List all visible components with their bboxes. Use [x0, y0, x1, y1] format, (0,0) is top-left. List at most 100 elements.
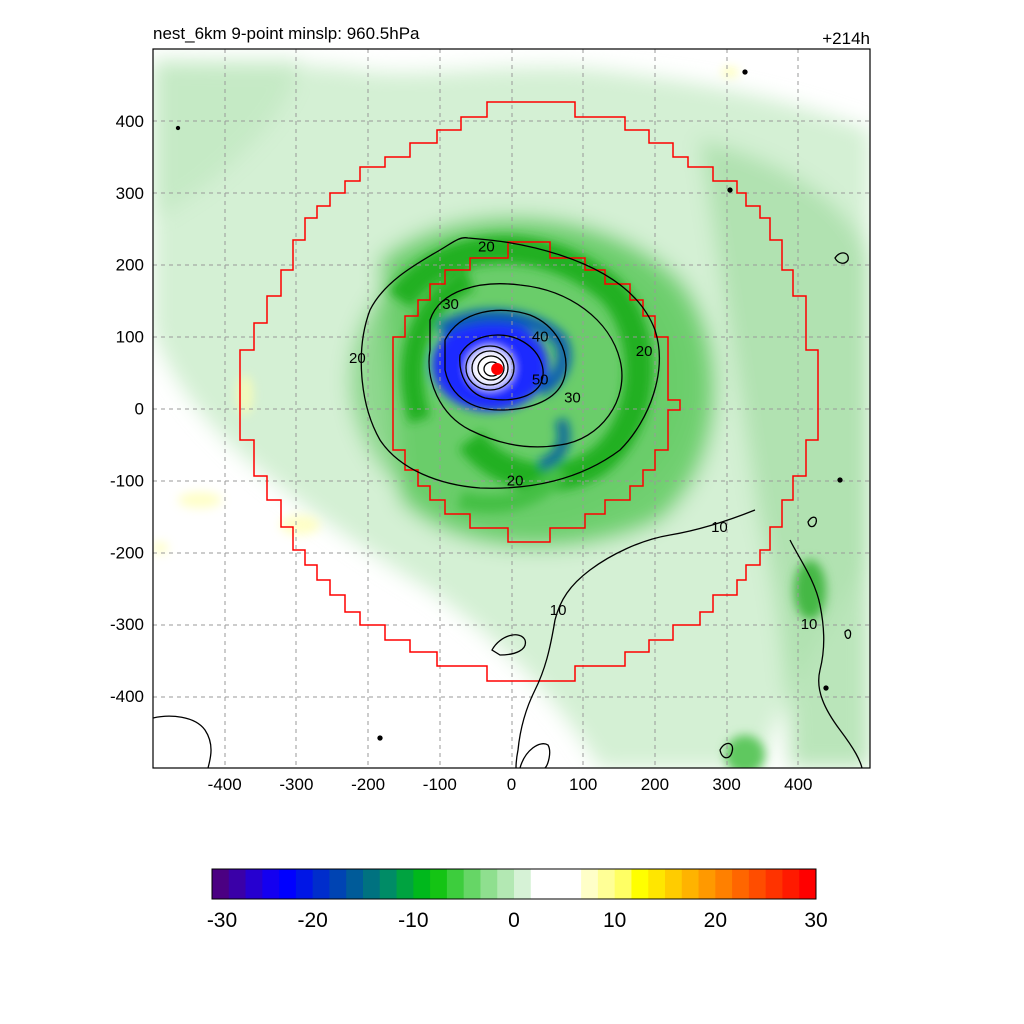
contour-small-4	[834, 252, 849, 264]
colorbar-swatch	[530, 869, 549, 899]
contour-label: 50	[532, 372, 549, 389]
colorbar-swatch	[379, 869, 398, 899]
contour-label: 10	[550, 602, 567, 619]
contour-20-inner	[360, 237, 660, 489]
colorbar-swatch	[463, 869, 481, 899]
contour-40	[444, 309, 567, 411]
contour-small-5	[807, 516, 818, 528]
y-tick-label: 400	[116, 112, 144, 131]
colorbar-swatch	[295, 869, 314, 899]
colorbar-swatch	[363, 869, 381, 899]
colorbar-swatch	[765, 869, 783, 899]
colorbar-swatch	[346, 869, 364, 899]
contour-eye-2	[471, 350, 509, 386]
colorbar-swatch	[480, 869, 498, 899]
colorbar-swatch	[698, 869, 716, 899]
contour-eye-1	[465, 345, 515, 391]
contour-dot-4	[377, 735, 383, 741]
colorbar-swatch	[799, 869, 817, 899]
contour-label: 30	[442, 296, 459, 313]
colorbar-swatch	[497, 869, 515, 899]
contour-labels: 20 30 40 50 20 20 30 20 10 10 10	[349, 239, 818, 633]
contour-small-2	[519, 743, 551, 768]
colorbar-tick-label: -30	[207, 909, 237, 932]
colorbar-swatch	[245, 869, 263, 899]
colorbar-swatch	[648, 869, 666, 899]
contour-small-6	[844, 629, 852, 639]
colorbar-swatch	[782, 869, 800, 899]
colorbar-tick-label: -10	[398, 909, 428, 932]
contour-label: 10	[711, 519, 728, 536]
x-tick-label: -300	[279, 775, 313, 794]
colorbar-swatch	[228, 869, 247, 899]
colorbar-swatch	[681, 869, 700, 899]
x-tick-label: -200	[351, 775, 385, 794]
y-tick-label: 0	[135, 400, 144, 419]
colorbar-tick-label: 10	[603, 909, 626, 932]
colorbar-swatch	[329, 869, 347, 899]
colorbar-tick-label: -20	[297, 909, 327, 932]
colorbar-swatch	[279, 869, 297, 899]
colorbar-swatch	[631, 869, 649, 899]
y-tick-label: -100	[110, 471, 144, 490]
colorbar-swatch	[665, 869, 683, 899]
colorbar-border	[211, 868, 817, 900]
contour-small-3	[719, 742, 734, 759]
contour-10-main	[515, 509, 756, 768]
contour-label: 20	[507, 472, 524, 489]
plot-area: 20 30 40 50 20 20 30 20 10 10 10	[153, 49, 870, 768]
colorbar-swatch	[715, 869, 733, 899]
storm-center-marker	[491, 362, 504, 375]
x-tick-label: 200	[641, 775, 669, 794]
y-tick-label: -200	[110, 543, 144, 562]
colorbar-swatch	[547, 869, 565, 899]
contour-label: 30	[564, 390, 581, 407]
x-tick-label: -400	[208, 775, 242, 794]
y-tick-label: 100	[116, 328, 144, 347]
contour-dot-5	[837, 477, 843, 483]
colorbar-swatch	[446, 869, 465, 899]
plot-title: nest_6km 9-point minslp: 960.5hPa	[153, 24, 420, 43]
colorbar-swatch	[514, 869, 532, 899]
contour-dot-1	[175, 125, 181, 131]
contour-label: 20	[636, 343, 653, 360]
outer-analysis-box	[239, 101, 819, 682]
forecast-hour-label: +214h	[822, 29, 870, 48]
contour-small-1	[491, 634, 527, 656]
contour-10-bottomleft	[153, 715, 212, 768]
contour-label: 20	[349, 350, 366, 367]
contour-label: 40	[532, 329, 549, 346]
y-axis-tick-labels: 400 300 200 100 0 -100 -200 -300 -400	[110, 112, 144, 706]
colorbar-swatch	[564, 869, 582, 899]
y-tick-label: -300	[110, 615, 144, 634]
shaded-field	[153, 60, 870, 768]
contour-label: 10	[801, 616, 818, 633]
colorbar-swatch	[430, 869, 448, 899]
colorbar-tick-label: 30	[804, 909, 827, 932]
x-tick-label: 0	[507, 775, 516, 794]
colorbar-swatch	[262, 869, 280, 899]
colorbar-tick-label: 0	[508, 909, 520, 932]
x-axis-tick-labels: -400 -300 -200 -100 0 100 200 300 400	[208, 775, 813, 794]
contours	[153, 69, 863, 768]
colorbar: -30 -20 -10 0 10 20 30	[207, 868, 828, 932]
plot-border	[152, 48, 871, 769]
contour-30	[428, 283, 623, 448]
contour-10-right	[789, 539, 863, 768]
x-tick-label: 300	[712, 775, 740, 794]
colorbar-swatch	[312, 869, 330, 899]
contour-50	[459, 334, 544, 401]
contour-eye-3	[477, 355, 505, 381]
colorbar-swatch	[581, 869, 599, 899]
colorbar-tick-labels: -30 -20 -10 0 10 20 30	[207, 909, 828, 932]
x-tick-label: 400	[784, 775, 812, 794]
colorbar-swatch	[597, 869, 616, 899]
contour-dot-2	[742, 69, 748, 75]
x-tick-label: -100	[423, 775, 457, 794]
contour-label: 20	[478, 239, 495, 256]
colorbar-swatches	[212, 869, 817, 899]
y-tick-label: 200	[116, 256, 144, 275]
contour-dot-6	[823, 685, 829, 691]
inner-analysis-box	[392, 241, 681, 543]
